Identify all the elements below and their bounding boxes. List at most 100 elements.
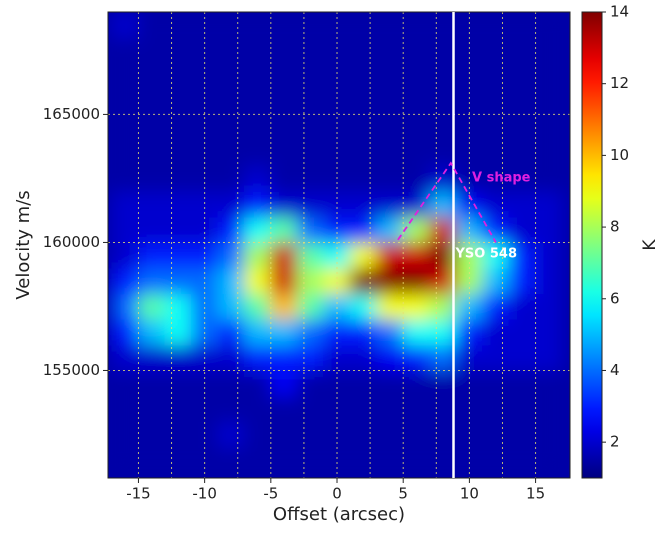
heat-cell (243, 293, 272, 320)
heat-cell (508, 421, 537, 448)
heat-cell (296, 165, 325, 192)
heat-cell (482, 12, 510, 39)
heat-cell (482, 293, 510, 320)
heat-cell (296, 446, 325, 474)
heat-cell (243, 369, 272, 397)
heat-cell (508, 165, 537, 192)
heat-cell (217, 165, 245, 192)
heat-cell (243, 344, 272, 371)
heat-cell (164, 395, 192, 423)
heat-cell (217, 421, 245, 448)
heat-cell (111, 113, 139, 141)
heat-cell (376, 421, 404, 448)
heat-cell (270, 37, 298, 64)
heat-cell (429, 318, 457, 346)
colorbar-tick-label: 8 (610, 218, 620, 236)
v-shape (397, 161, 497, 243)
heat-cell (535, 369, 563, 397)
heat-cell (270, 12, 298, 39)
heat-cell (402, 241, 431, 269)
heat-cell (111, 267, 139, 295)
heat-cell (376, 395, 404, 423)
heat-cell (535, 241, 563, 269)
heat-cell (482, 318, 510, 346)
heat-cell (296, 267, 325, 295)
heat-cell (111, 37, 139, 64)
heat-cell (323, 62, 351, 90)
heat-cell (429, 88, 457, 115)
x-tick-label: 0 (332, 485, 342, 503)
heat-cell (217, 318, 245, 346)
heat-cell (111, 216, 139, 243)
heat-cell (376, 62, 404, 90)
heat-cell (376, 344, 404, 371)
heat-cell (296, 190, 325, 218)
heat-cell (482, 446, 510, 474)
heat-cell (402, 369, 431, 397)
heat-cell (402, 267, 431, 295)
heat-cell (137, 369, 166, 397)
heat-cell (508, 241, 537, 269)
heat-cell (535, 62, 563, 90)
heat-cell (296, 37, 325, 64)
heat-cell (296, 88, 325, 115)
heat-cell (508, 344, 537, 371)
heat-cell (270, 139, 298, 167)
heat-cell (217, 344, 245, 371)
heatmap (111, 12, 563, 474)
heat-cell (137, 139, 166, 167)
heat-cell (243, 139, 272, 167)
heat-cell (111, 88, 139, 115)
heat-cell (164, 267, 192, 295)
heat-cell (323, 241, 351, 269)
heat-cell (402, 12, 431, 39)
heat-cell (376, 241, 404, 269)
heat-cell (137, 62, 166, 90)
heat-cell (535, 88, 563, 115)
heat-cell (217, 113, 245, 141)
heat-cell (349, 318, 378, 346)
heat-cell (349, 216, 378, 243)
heat-cell (323, 267, 351, 295)
heat-cell (402, 446, 431, 474)
heat-cell (270, 62, 298, 90)
heat-cell (217, 446, 245, 474)
heat-cell (535, 113, 563, 141)
heat-cell (535, 165, 563, 192)
heat-cell (482, 344, 510, 371)
heat-cell (217, 293, 245, 320)
heat-cell (217, 395, 245, 423)
heat-cell (111, 190, 139, 218)
heat-cell (270, 216, 298, 243)
heat-cell (349, 190, 378, 218)
heat-cell (296, 318, 325, 346)
heat-cell (429, 446, 457, 474)
heat-cell (270, 421, 298, 448)
heat-cell (535, 139, 563, 167)
heat-cell (296, 139, 325, 167)
heat-cell (190, 12, 219, 39)
heat-cell (296, 216, 325, 243)
heat-cell (508, 318, 537, 346)
heat-cell (429, 62, 457, 90)
heat-cell (111, 318, 139, 346)
heat-cell (455, 12, 484, 39)
heat-cell (296, 395, 325, 423)
heat-cell (243, 88, 272, 115)
colorbar-tick-label: 14 (610, 3, 629, 21)
heat-cell (349, 62, 378, 90)
heat-cell (429, 139, 457, 167)
heat-cell (376, 113, 404, 141)
heat-cell (508, 113, 537, 141)
heat-cell (349, 344, 378, 371)
heat-cell (137, 216, 166, 243)
heat-cell (111, 369, 139, 397)
heat-cell (376, 293, 404, 320)
heat-cell (296, 293, 325, 320)
heat-cell (535, 190, 563, 218)
x-tick-label: -10 (192, 485, 217, 503)
heat-cell (270, 446, 298, 474)
heat-cell (429, 37, 457, 64)
heat-cell (535, 216, 563, 243)
heat-cell (535, 37, 563, 64)
